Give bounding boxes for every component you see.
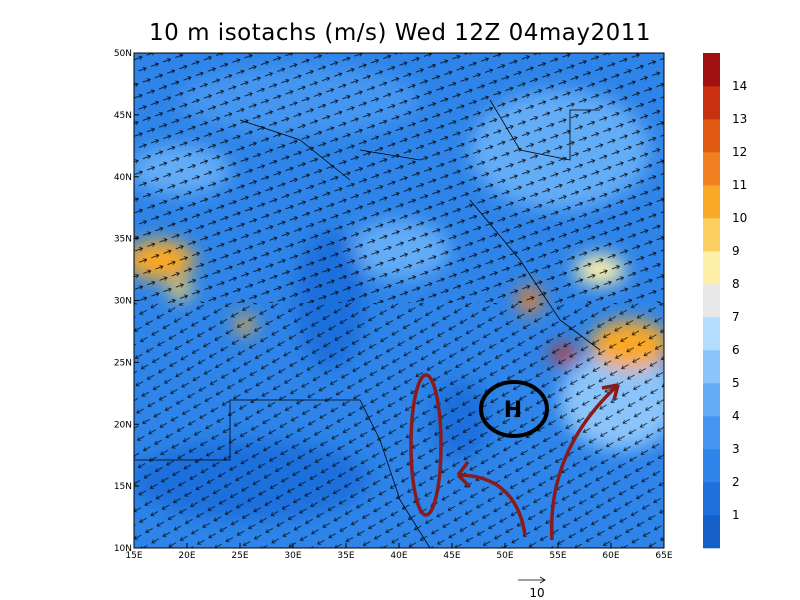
annotations: H bbox=[409, 373, 620, 541]
colorbar-label: 4 bbox=[732, 409, 740, 423]
vector-reference-label: 10 bbox=[529, 586, 544, 600]
colorbar-bin bbox=[703, 284, 720, 318]
lat-axis: 10N 15N 20N 25N 30N 35N 40N 45N 50N bbox=[114, 49, 139, 554]
high-pressure-ring bbox=[479, 380, 549, 438]
lon-label: 15E bbox=[125, 551, 142, 561]
lat-label: 20N bbox=[114, 420, 132, 430]
lon-label: 30E bbox=[284, 551, 301, 561]
colorbar-label: 9 bbox=[732, 244, 740, 258]
colorbar-label: 8 bbox=[732, 277, 740, 291]
colorbar-bin bbox=[703, 53, 720, 87]
lon-label: 55E bbox=[549, 551, 566, 561]
wind-field bbox=[134, 53, 664, 548]
colorbar-label: 13 bbox=[732, 112, 747, 126]
colorbar-bin bbox=[703, 449, 720, 483]
lat-label: 35N bbox=[114, 235, 132, 245]
lon-label: 20E bbox=[178, 551, 195, 561]
colorbar-label: 1 bbox=[732, 508, 740, 522]
colorbar-label: 3 bbox=[732, 442, 740, 456]
red-ellipse bbox=[409, 373, 443, 517]
colorbar-bin bbox=[703, 482, 720, 516]
lon-label: 60E bbox=[602, 551, 619, 561]
lon-label: 45E bbox=[443, 551, 460, 561]
lat-label: 10N bbox=[114, 544, 132, 554]
colorbar-bin bbox=[703, 350, 720, 384]
lon-label: 35E bbox=[337, 551, 354, 561]
colorbar-label: 12 bbox=[732, 145, 747, 159]
lon-label: 40E bbox=[390, 551, 407, 561]
colorbar-bin bbox=[703, 152, 720, 186]
colorbar-label: 2 bbox=[732, 475, 740, 489]
colorbar-bin bbox=[703, 185, 720, 219]
colorbar-bin bbox=[703, 218, 720, 252]
lon-label: 50E bbox=[496, 551, 513, 561]
map-title: 10 m isotachs (m/s) Wed 12Z 04may2011 bbox=[149, 20, 651, 46]
lat-label: 25N bbox=[114, 358, 132, 368]
colorbar-bin bbox=[703, 119, 720, 153]
lat-label: 30N bbox=[114, 297, 132, 307]
colorbar-bin bbox=[703, 251, 720, 285]
lon-axis: 15E 20E 25E 30E 35E 40E 45E 50E 55E 60E 65E bbox=[125, 543, 673, 561]
high-pressure-label: H bbox=[504, 398, 522, 423]
lat-label: 15N bbox=[114, 482, 132, 492]
colorbar-bin bbox=[703, 86, 720, 120]
lat-label: 45N bbox=[114, 111, 132, 121]
lat-label: 50N bbox=[114, 49, 132, 59]
colorbar-bin bbox=[703, 383, 720, 417]
red-arrow bbox=[549, 383, 620, 541]
colorbar-label: 7 bbox=[732, 310, 740, 324]
colorbar-bin bbox=[703, 317, 720, 351]
colorbar-label: 6 bbox=[732, 343, 740, 357]
colorbar-label: 14 bbox=[732, 79, 747, 93]
vector-reference: 10 bbox=[518, 576, 546, 600]
colorbar-bin bbox=[703, 515, 720, 549]
colorbar-bin bbox=[703, 416, 720, 450]
colorbar-label: 5 bbox=[732, 376, 740, 390]
lon-label: 25E bbox=[231, 551, 248, 561]
colorbar-label: 10 bbox=[732, 211, 747, 225]
colorbar-label: 11 bbox=[732, 178, 747, 192]
lon-label: 65E bbox=[655, 551, 672, 561]
lat-label: 40N bbox=[114, 173, 132, 183]
red-arrow bbox=[456, 460, 527, 536]
